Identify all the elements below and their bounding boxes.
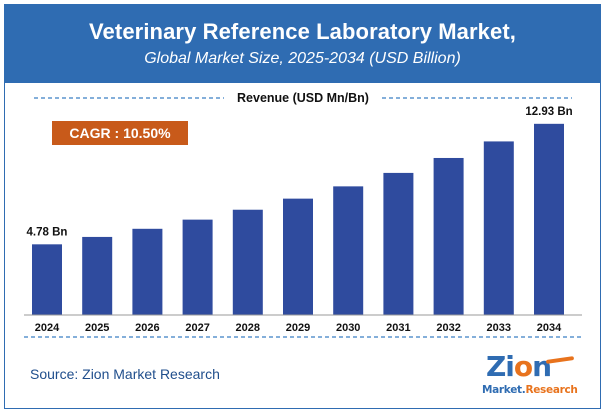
- x-tick-label-2026: 2026: [135, 322, 159, 334]
- x-tick-label-2030: 2030: [336, 322, 360, 334]
- bar-2033: [483, 141, 514, 315]
- chart-header: Veterinary Reference Laboratory Market, …: [5, 5, 600, 83]
- logo-wordmark: Zion: [486, 350, 552, 383]
- bar-2030: [333, 186, 364, 315]
- bar-2024: [32, 244, 62, 315]
- x-tick-label-2031: 2031: [386, 322, 410, 334]
- chart-subtitle: Global Market Size, 2025-2034 (USD Billi…: [144, 50, 461, 67]
- bar-2025: [82, 236, 113, 315]
- cagr-badge: [52, 121, 188, 145]
- logo-tagline-a: Market.: [482, 384, 526, 396]
- logo-wordmark-a: Zi: [486, 350, 515, 383]
- logo-wordmark-o: o: [513, 350, 533, 383]
- bar-series: [32, 123, 564, 316]
- x-tick-label-2032: 2032: [436, 322, 460, 334]
- x-tick-label-2027: 2027: [185, 322, 209, 334]
- zion-logo: Zion Market.Research: [476, 350, 578, 402]
- chart-title: Veterinary Reference Laboratory Market,: [89, 19, 516, 44]
- logo-wordmark-b: n: [532, 350, 552, 383]
- chart-inner-title: Revenue (USD Mn/Bn): [237, 91, 369, 105]
- bar-2029: [283, 198, 313, 315]
- logo-tagline: Market.Research: [482, 384, 578, 396]
- bar-2027: [182, 219, 213, 315]
- bar-2028: [232, 209, 263, 315]
- bar-2026: [132, 228, 163, 315]
- data-label-first: 4.78 Bn: [27, 226, 68, 238]
- source-text: Source: Zion Market Research: [30, 366, 220, 382]
- x-tick-label-2028: 2028: [236, 322, 260, 334]
- x-tick-label-2033: 2033: [487, 322, 511, 334]
- bar-2034: [534, 123, 564, 316]
- x-tick-label-2029: 2029: [286, 322, 310, 334]
- bar-2031: [383, 172, 414, 315]
- x-tick-label-2034: 2034: [537, 322, 562, 334]
- x-tick-label-2025: 2025: [85, 322, 109, 334]
- cagr-label: CAGR : 10.50%: [69, 125, 171, 141]
- x-axis-labels: 2024 2025 2026 2027 2028 2029 2030 2031 2032 2033…: [35, 322, 562, 334]
- bar-2032: [433, 157, 464, 315]
- x-tick-label-2024: 2024: [35, 322, 60, 334]
- logo-tagline-b: Research: [525, 384, 578, 396]
- data-label-last: 12.93 Bn: [525, 106, 572, 118]
